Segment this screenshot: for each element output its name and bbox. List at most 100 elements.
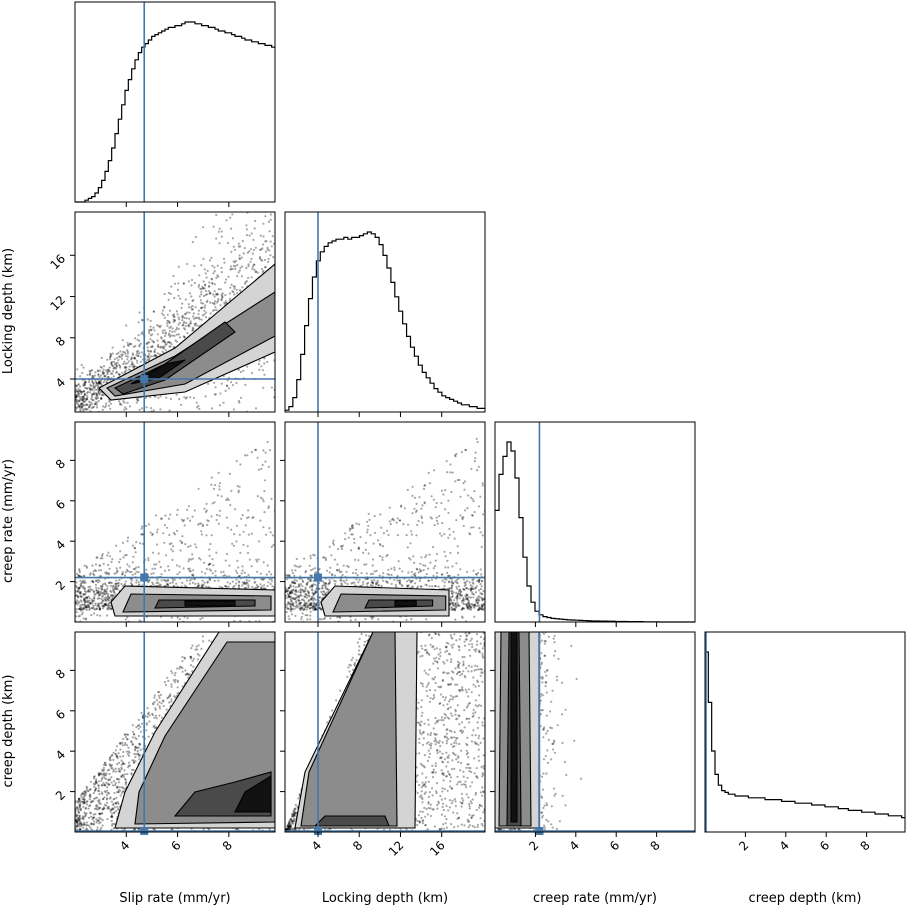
sample-point [171, 550, 175, 553]
sample-point [86, 391, 89, 394]
sample-point [353, 581, 356, 584]
sample-point [260, 267, 263, 271]
sample-point [99, 614, 102, 617]
sample-point [120, 582, 123, 586]
sample-point [467, 596, 470, 599]
sample-point [81, 371, 84, 375]
sample-point [452, 602, 455, 605]
sample-point [105, 572, 108, 576]
sample-point [205, 585, 208, 589]
sample-point [364, 541, 367, 544]
sample-point [187, 560, 190, 563]
sample-point [180, 518, 184, 521]
sample-point [474, 586, 477, 589]
sample-point [75, 615, 78, 618]
sample-point [138, 352, 141, 355]
sample-point [79, 609, 83, 612]
sample-point [354, 618, 357, 621]
sample-point [84, 408, 88, 411]
sample-point [260, 258, 263, 261]
sample-point [314, 567, 317, 570]
sample-point [233, 248, 237, 251]
sample-point [180, 541, 183, 545]
sample-point [292, 605, 295, 608]
sample-point [263, 373, 266, 376]
sample-point [267, 465, 270, 468]
sample-point [287, 595, 290, 598]
sample-point [193, 324, 197, 327]
sample-point [83, 384, 86, 387]
sample-point [140, 351, 143, 354]
sample-point [82, 390, 85, 393]
sample-point [99, 592, 103, 595]
sample-point [474, 591, 478, 594]
sample-point [238, 485, 241, 488]
sample-point [239, 370, 242, 374]
sample-point [135, 541, 138, 544]
sample-point [203, 306, 206, 309]
sample-point [115, 365, 118, 368]
sample-point [78, 592, 82, 595]
sample-point [187, 306, 190, 309]
sample-point [183, 320, 186, 323]
sample-point [477, 589, 481, 592]
sample-point [294, 586, 297, 589]
sample-point [203, 561, 206, 565]
scatter-panel-lock-crate [284, 421, 486, 623]
sample-point [117, 581, 120, 585]
sample-point [290, 599, 293, 603]
sample-point [407, 571, 410, 574]
sample-point [452, 604, 455, 607]
sample-point [187, 324, 190, 327]
sample-point [118, 373, 121, 376]
sample-point [134, 568, 137, 571]
sample-point [182, 282, 185, 285]
sample-point [221, 296, 224, 299]
sample-point [78, 398, 82, 401]
sample-point [159, 324, 162, 327]
sample-point [429, 561, 432, 564]
sample-point [477, 580, 481, 584]
sample-point [305, 594, 308, 597]
sample-point [94, 593, 97, 596]
sample-point [113, 358, 116, 361]
sample-point [99, 590, 102, 593]
sample-point [257, 468, 261, 471]
sample-point [214, 293, 217, 296]
sample-point [154, 354, 157, 358]
sample-point [164, 514, 167, 517]
sample-point [96, 556, 99, 559]
sample-point [420, 556, 423, 559]
sample-point [304, 593, 307, 596]
sample-point [357, 547, 360, 551]
sample-point [107, 604, 110, 608]
sample-point [189, 544, 192, 548]
sample-point [266, 584, 269, 588]
sample-point [91, 402, 94, 405]
sample-point [304, 595, 307, 599]
sample-point [167, 565, 170, 568]
sample-point [420, 585, 423, 588]
sample-point [94, 608, 97, 611]
sample-point [311, 607, 315, 610]
sample-point [101, 591, 104, 595]
sample-point [299, 589, 302, 592]
sample-point [254, 219, 257, 223]
sample-point [90, 394, 93, 397]
sample-point [114, 593, 117, 596]
sample-point [216, 292, 219, 295]
sample-point [306, 589, 309, 593]
sample-point [98, 597, 101, 600]
sample-point [210, 256, 213, 260]
sample-point [97, 578, 100, 582]
sample-point [388, 520, 391, 523]
sample-point [472, 587, 475, 590]
sample-point [465, 604, 469, 607]
sample-point [186, 517, 189, 520]
sample-point [85, 596, 88, 599]
sample-point [193, 264, 196, 267]
sample-point [182, 322, 185, 325]
sample-point [101, 595, 104, 598]
sample-point [130, 343, 133, 346]
sample-point [305, 608, 308, 611]
